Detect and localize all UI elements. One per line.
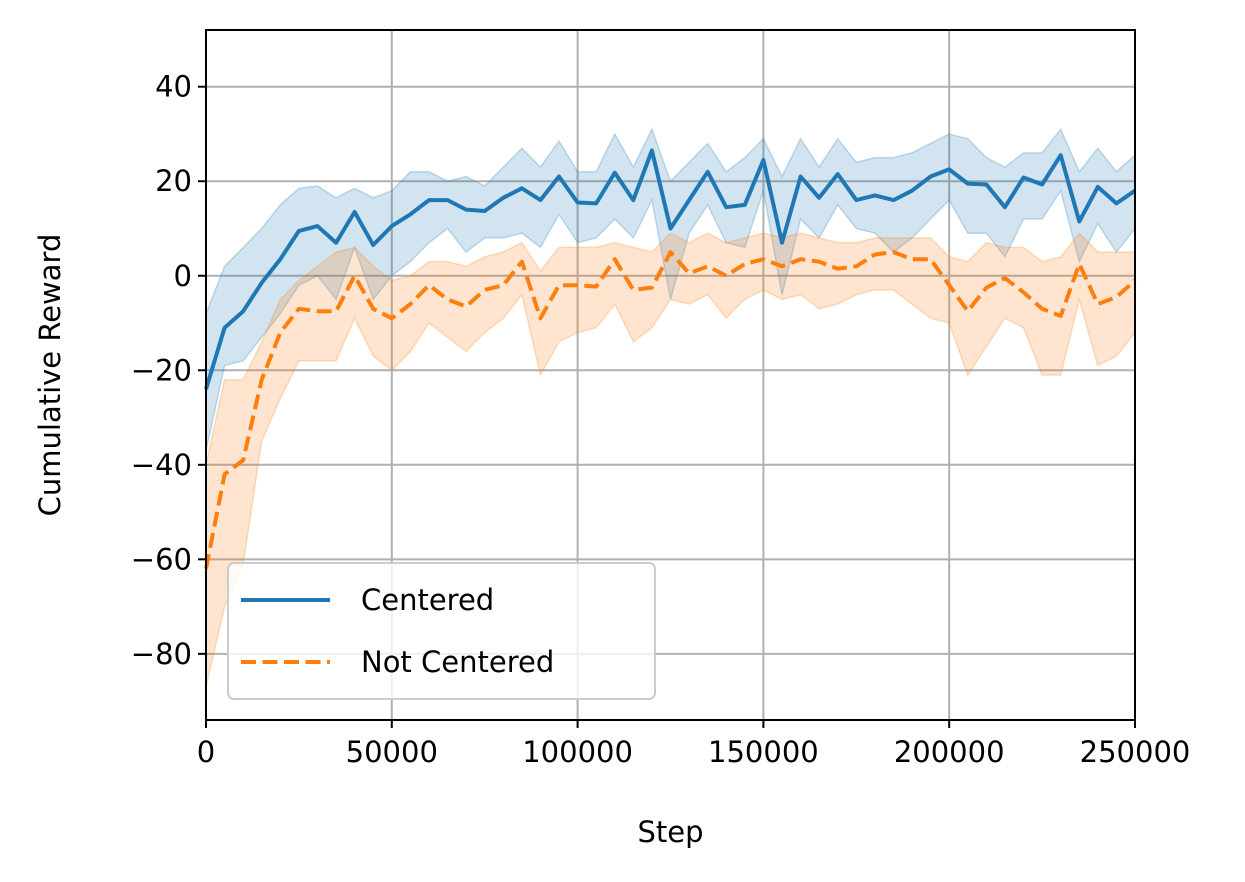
x-axis: 0 50000 100000 150000 200000 250000	[197, 720, 1191, 769]
y-tick-label: −40	[131, 448, 192, 482]
x-axis-title: Step	[637, 815, 703, 849]
series-line-not-centered	[204, 250, 1137, 570]
legend: Centered Not Centered	[227, 562, 656, 700]
legend-box	[227, 562, 656, 700]
x-tick-label: 250000	[1080, 735, 1191, 769]
y-axis: −80 −60 −40 −20 0 20 40	[131, 70, 206, 671]
y-tick-label: 20	[155, 164, 192, 198]
legend-label-centered: Centered	[361, 583, 494, 617]
y-axis-title: Cumulative Reward	[33, 234, 67, 517]
series-lines	[204, 148, 1137, 570]
y-tick-label: −60	[131, 542, 192, 576]
plot-frame	[205, 29, 1136, 721]
y-tick-label: 40	[155, 70, 192, 104]
legend-label-not-centered: Not Centered	[361, 645, 554, 679]
x-tick-label: 150000	[708, 735, 819, 769]
x-tick-label: 50000	[346, 735, 438, 769]
y-tick-label: −20	[131, 353, 192, 387]
x-tick-label: 100000	[522, 735, 633, 769]
series-line-centered	[204, 148, 1137, 390]
x-tick-label: 0	[197, 735, 215, 769]
y-tick-label: −80	[131, 637, 192, 671]
y-tick-label: 0	[174, 259, 192, 293]
x-tick-label: 200000	[894, 735, 1005, 769]
